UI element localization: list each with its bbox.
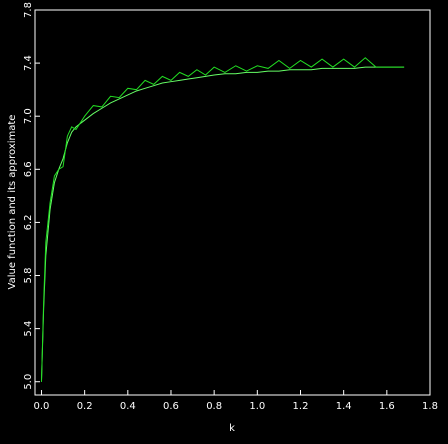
- x-tick-label: 0.6: [163, 401, 179, 412]
- x-tick-label: 0.0: [34, 401, 50, 412]
- y-tick-label: 6.6: [23, 161, 34, 177]
- y-tick-label: 7.8: [23, 2, 34, 18]
- x-tick-label: 1.2: [293, 401, 309, 412]
- x-tick-label: 1.0: [249, 401, 265, 412]
- y-axis-label: Value function and its approximate: [7, 115, 18, 290]
- plot-frame: [34, 9, 431, 396]
- x-tick-label: 1.4: [336, 401, 352, 412]
- data-line: [40, 66, 405, 382]
- x-axis-label: k: [229, 423, 235, 434]
- y-tick-label: 6.2: [23, 214, 34, 230]
- x-tick-label: 1.8: [422, 401, 438, 412]
- y-tick-label: 5.0: [23, 374, 34, 390]
- y-tick-label: 5.8: [23, 268, 34, 284]
- x-tick-label: 0.4: [120, 401, 136, 412]
- y-tick-label: 5.4: [23, 321, 34, 337]
- x-tick-label: 1.6: [379, 401, 395, 412]
- data-line: [40, 57, 405, 382]
- y-tick-label: 7.4: [23, 55, 34, 71]
- y-tick-label: 7.0: [23, 108, 34, 124]
- x-tick-label: 0.8: [206, 401, 222, 412]
- x-tick-label: 0.2: [77, 401, 93, 412]
